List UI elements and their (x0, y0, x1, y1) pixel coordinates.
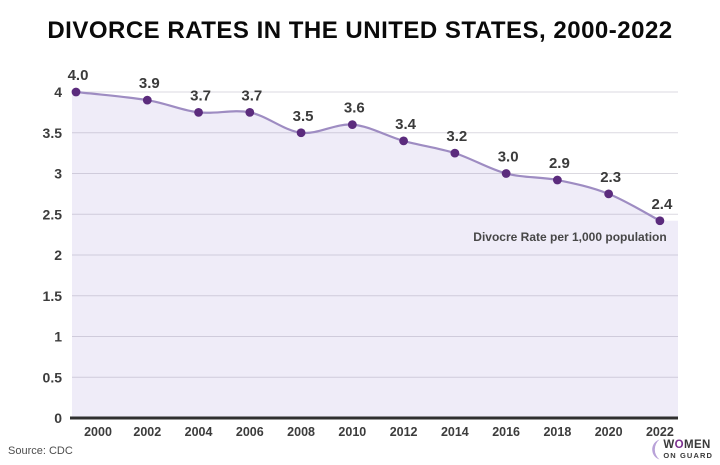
point-label: 4.0 (68, 67, 89, 84)
y-tick-label: 3 (54, 166, 62, 182)
point-label: 2.9 (549, 155, 570, 172)
data-point (655, 216, 665, 226)
data-point (552, 175, 562, 185)
y-tick-label: 0 (54, 410, 62, 426)
data-point (194, 107, 203, 117)
point-label: 2.4 (651, 196, 673, 213)
data-point (347, 120, 357, 129)
point-label: 3.7 (241, 87, 262, 104)
data-point (501, 169, 511, 178)
data-point (71, 87, 81, 97)
y-tick-label: 4 (54, 84, 62, 100)
x-tick-label: 2000 (84, 425, 112, 439)
logo-tagline: ON GUARD (663, 451, 713, 460)
data-point (142, 95, 152, 105)
gridlines (72, 91, 678, 378)
x-tick-label: 2010 (338, 425, 366, 439)
page-title: DIVORCE RATES IN THE UNITED STATES, 2000… (47, 17, 673, 44)
point-label: 3.5 (293, 108, 314, 125)
women-on-guard-logo: WOMEN ON GUARD (649, 438, 713, 461)
x-tick-label: 2004 (185, 425, 213, 439)
x-tick-label: 2006 (236, 425, 264, 439)
x-axis-labels: 2000 2002 2004 2006 2008 2010 2012 2014 2016 2018… (84, 425, 674, 439)
point-labels: 4.0 3.9 3.7 3.7 3.5 3.6 3.4 3.2 3.0 2.9 2.3 2.4 (68, 67, 673, 213)
x-tick-label: 2020 (595, 425, 623, 439)
annotation-label: Divocre Rate per 1,000 population (473, 230, 666, 244)
point-label: 3.0 (498, 149, 519, 166)
x-tick-label: 2012 (390, 425, 418, 439)
x-tick-label: 2022 (646, 425, 674, 439)
x-tick-label: 2014 (441, 425, 469, 439)
y-tick-label: 3.5 (43, 125, 63, 141)
x-tick-label: 2002 (133, 425, 161, 439)
data-point (604, 189, 614, 199)
point-label: 3.4 (395, 116, 417, 133)
point-label: 3.9 (139, 75, 160, 92)
source-label: Source: CDC (8, 445, 73, 457)
y-tick-label: 1.5 (43, 288, 63, 304)
x-tick-label: 2016 (492, 425, 520, 439)
y-tick-label: 2 (54, 247, 62, 263)
data-point (245, 107, 255, 117)
y-tick-label: 2.5 (43, 206, 63, 222)
data-point (450, 148, 460, 158)
point-label: 3.6 (344, 100, 365, 117)
area-fill (72, 92, 678, 418)
point-label: 3.7 (190, 87, 211, 104)
point-label: 2.3 (600, 169, 621, 186)
y-tick-label: 1 (54, 329, 62, 345)
data-point (399, 136, 408, 146)
logo-text: WOMEN ON GUARD (663, 438, 713, 460)
y-axis-labels: 0 0.5 1 1.5 2 2.5 3 3.5 4 (43, 84, 63, 426)
crescent-icon (652, 439, 660, 460)
data-point (296, 128, 306, 138)
ribbon-icon: O (674, 438, 684, 451)
logo-wordmark: WOMEN (663, 438, 711, 451)
x-tick-label: 2008 (287, 425, 315, 439)
point-label: 3.2 (446, 128, 467, 145)
x-tick-label: 2018 (543, 425, 571, 439)
y-tick-label: 0.5 (43, 369, 63, 385)
data-points (71, 87, 665, 226)
